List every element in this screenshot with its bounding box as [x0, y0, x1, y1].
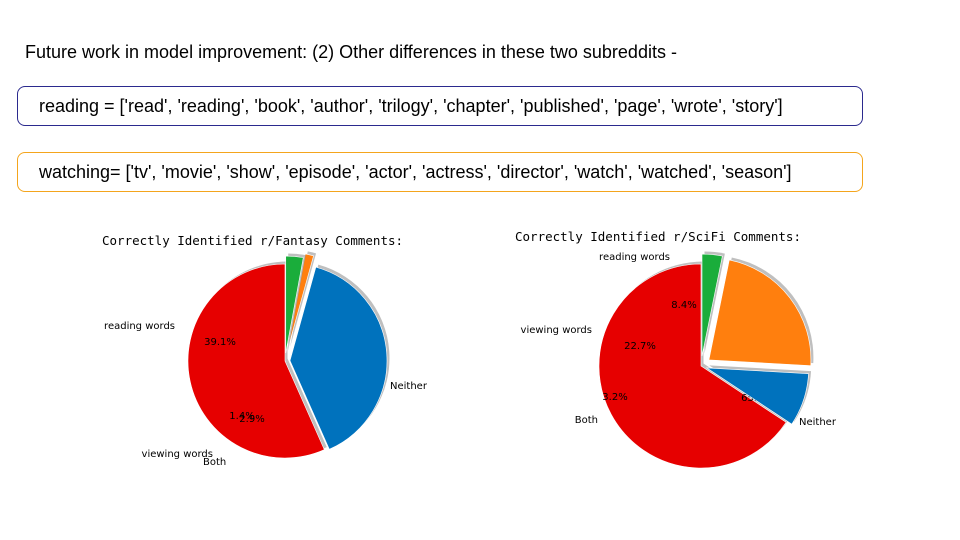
- reading-words-percent-label: 39.1%: [204, 337, 236, 348]
- watching-words-box: watching= ['tv', 'movie', 'show', 'episo…: [17, 152, 863, 192]
- viewing-words-slice-shadow: [290, 251, 317, 347]
- reading-words-box: reading = ['read', 'reading', 'book', 'a…: [17, 86, 863, 126]
- neither-category-label: Neither: [799, 417, 837, 428]
- both-percent-label: 3.2%: [602, 392, 627, 403]
- neither-slice: [187, 263, 325, 459]
- reading-words-slice: [705, 367, 809, 425]
- both-slice: [285, 255, 304, 354]
- viewing-words-percent-label: 1.4%: [229, 411, 254, 422]
- reading-words-percent-label: 8.4%: [671, 300, 696, 311]
- chart-title: Correctly Identified r/Fantasy Comments:: [102, 233, 403, 248]
- both-percent-label: 2.9%: [239, 414, 264, 425]
- scifi-pie-chart: Correctly Identified r/SciFi Comments:65…: [515, 229, 837, 469]
- chart-title: Correctly Identified r/SciFi Comments:: [515, 229, 801, 244]
- viewing-words-percent-label: 22.7%: [624, 341, 656, 352]
- viewing-words-category-label: viewing words: [142, 449, 213, 460]
- both-category-label: Both: [203, 457, 226, 468]
- reading-words-slice: [289, 266, 388, 450]
- viewing-words-slice: [287, 253, 314, 350]
- reading-words-category-label: reading words: [104, 321, 175, 332]
- viewing-words-slice: [708, 259, 812, 366]
- both-category-label: Both: [575, 415, 598, 426]
- reading-words-category-label: reading words: [599, 252, 670, 263]
- fantasy-pie-chart: Correctly Identified r/Fantasy Comments:…: [102, 233, 428, 468]
- neither-category-label: Neither: [390, 381, 428, 392]
- viewing-words-category-label: viewing words: [521, 325, 592, 336]
- neither-slice: [598, 263, 787, 469]
- slide-heading: Future work in model improvement: (2) Ot…: [25, 42, 677, 62]
- both-slice: [701, 253, 723, 357]
